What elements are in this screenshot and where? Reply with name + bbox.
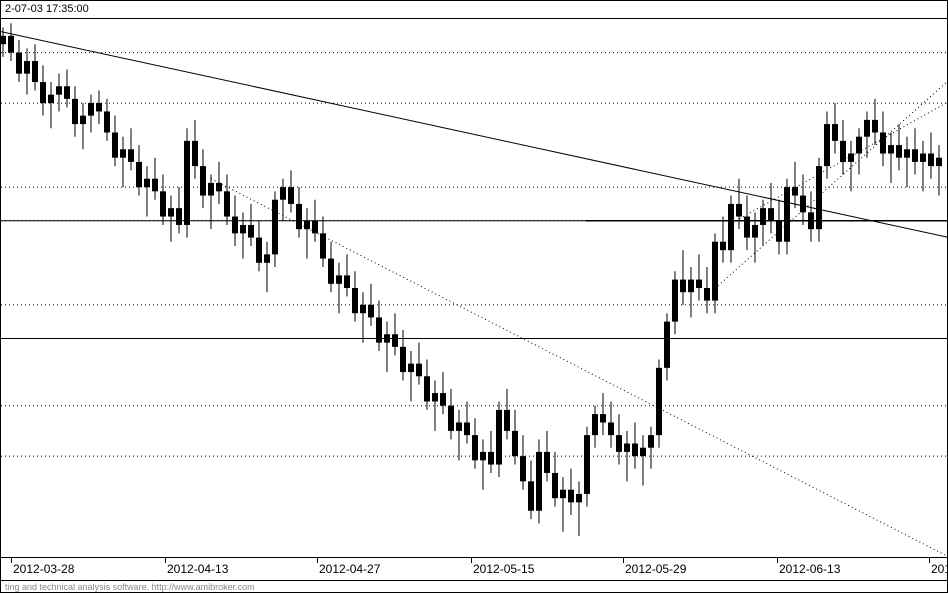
tick-mark bbox=[623, 557, 624, 563]
tick-mark bbox=[777, 557, 778, 563]
x-axis-label: 2012-06 bbox=[931, 562, 948, 576]
x-axis-label: 2012-03-28 bbox=[13, 562, 74, 576]
x-axis-label: 2012-04-27 bbox=[319, 562, 380, 576]
tick-mark bbox=[11, 557, 12, 563]
x-axis-label: 2012-05-29 bbox=[625, 562, 686, 576]
x-axis-label: 2012-05-15 bbox=[473, 562, 534, 576]
chart-frame: 2-07-03 17:35:00 2012-03-282012-04-13201… bbox=[0, 0, 948, 593]
trendline-dotted bbox=[706, 69, 948, 296]
x-axis: 2012-03-28 2012-04-13 2012-04-27 2012-05-15… bbox=[1, 557, 947, 580]
tick-mark bbox=[929, 557, 930, 563]
chart-svg bbox=[1, 19, 948, 557]
x-axis-label: 2012-04-13 bbox=[167, 562, 228, 576]
footer-credit: ting and technical analysis software. ht… bbox=[5, 582, 255, 592]
tick-mark bbox=[471, 557, 472, 563]
chart-plot-area[interactable] bbox=[1, 19, 948, 557]
x-axis-label: 2012-06-13 bbox=[779, 562, 840, 576]
chart-title-bar: 2-07-03 17:35:00 bbox=[1, 1, 947, 19]
tick-mark bbox=[317, 557, 318, 563]
tick-mark bbox=[165, 557, 166, 563]
chart-timestamp: 2-07-03 17:35:00 bbox=[5, 3, 89, 15]
